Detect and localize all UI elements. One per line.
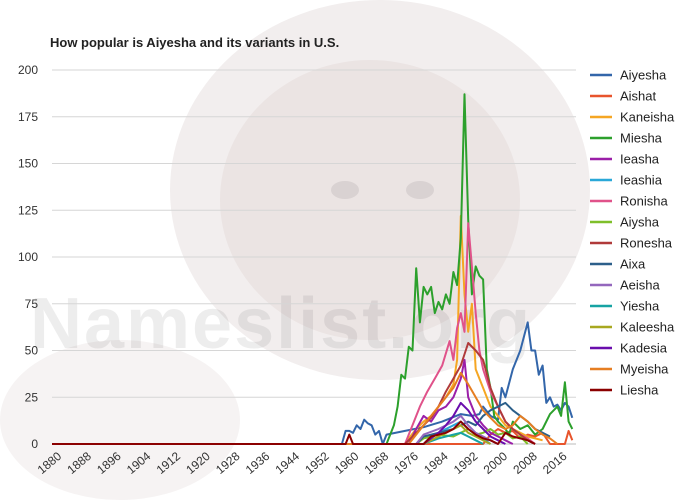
y-tick-label: 200 — [18, 63, 38, 77]
legend: Aiyesha Aishat Kaneisha Miesha Ieasha Ieashia… — [590, 68, 675, 398]
background-photo-eye — [406, 181, 434, 199]
legend-item: Ronesha — [590, 236, 673, 251]
legend-item: Liesha — [590, 383, 659, 398]
y-tick-label: 175 — [18, 110, 38, 124]
legend-label: Aeisha — [620, 278, 661, 293]
legend-label: Aixa — [620, 257, 646, 272]
legend-item: Yiesha — [590, 299, 660, 314]
legend-item: Aishat — [590, 89, 657, 104]
legend-label: Aishat — [620, 89, 657, 104]
x-tick-label: 1976 — [391, 449, 421, 477]
legend-item: Aiysha — [590, 215, 660, 230]
legend-label: Yiesha — [620, 299, 660, 314]
legend-label: Ronisha — [620, 194, 668, 209]
legend-item: Ronisha — [590, 194, 668, 209]
y-tick-label: 125 — [18, 203, 38, 217]
series-line-myeisha — [52, 371, 559, 445]
legend-label: Kadesia — [620, 341, 668, 356]
x-tick-label: 1984 — [421, 449, 451, 477]
legend-label: Ieasha — [620, 152, 660, 167]
y-tick-label: 50 — [25, 344, 39, 358]
legend-label: Kaneisha — [620, 110, 675, 125]
legend-item: Myeisha — [590, 362, 669, 377]
y-tick-label: 25 — [25, 390, 39, 404]
x-tick-label: 2000 — [481, 449, 511, 477]
legend-label: Myeisha — [620, 362, 669, 377]
background-photo — [0, 0, 590, 500]
x-tick-label: 1936 — [243, 449, 273, 477]
legend-label: Aiyesha — [620, 68, 667, 83]
series-line-ieasha — [52, 358, 514, 445]
legend-label: Kaleesha — [620, 320, 675, 335]
x-tick-label: 2008 — [510, 449, 540, 477]
y-tick-label: 75 — [25, 297, 39, 311]
grid — [52, 69, 576, 445]
y-tick-label: 100 — [18, 250, 38, 264]
legend-item: Miesha — [590, 131, 663, 146]
series-line-aiyesha — [52, 321, 574, 445]
background-photo-shape — [0, 340, 240, 500]
legend-item: Ieasha — [590, 152, 660, 167]
chart-title: How popular is Aiyesha and its variants … — [50, 35, 339, 50]
x-tick-label: 1960 — [332, 449, 362, 477]
series-line-aeisha — [52, 414, 499, 445]
legend-item: Kaneisha — [590, 110, 675, 125]
legend-label: Aiysha — [620, 215, 660, 230]
legend-label: Ronesha — [620, 236, 673, 251]
x-tick-label: 1952 — [302, 449, 332, 477]
legend-label: Miesha — [620, 131, 663, 146]
legend-item: Ieashia — [590, 173, 663, 188]
legend-item: Aiyesha — [590, 68, 667, 83]
y-axis-ticks: 0 25 50 75 100 125 150 175 200 — [18, 63, 38, 451]
x-tick-label: 1944 — [273, 449, 303, 477]
legend-item: Aixa — [590, 257, 646, 272]
legend-item: Aeisha — [590, 278, 661, 293]
series-line-liesha — [52, 420, 536, 445]
background-photo-face — [220, 60, 520, 340]
x-tick-label: 1992 — [451, 449, 481, 477]
series-lines — [52, 93, 574, 445]
x-tick-label: 2016 — [540, 449, 570, 477]
legend-item: Kaleesha — [590, 320, 675, 335]
y-tick-label: 150 — [18, 157, 38, 171]
legend-item: Kadesia — [590, 341, 668, 356]
legend-label: Liesha — [620, 383, 659, 398]
y-tick-label: 0 — [31, 437, 38, 451]
legend-label: Ieashia — [620, 173, 663, 188]
x-tick-label: 1968 — [362, 449, 392, 477]
background-photo-eye — [331, 181, 359, 199]
